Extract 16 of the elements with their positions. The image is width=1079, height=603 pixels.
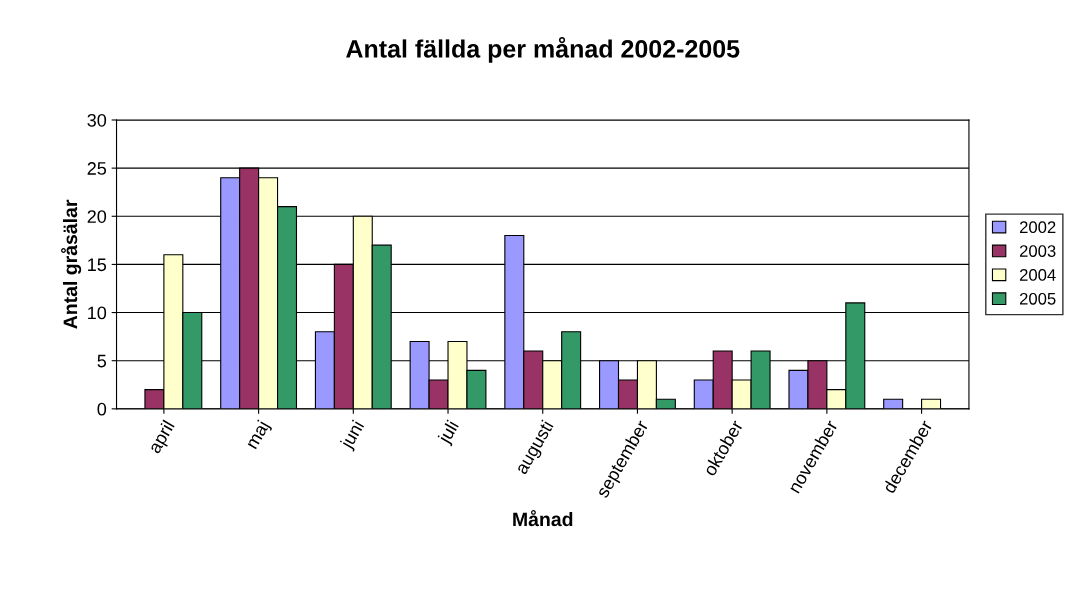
x-tick-label: maj	[244, 419, 273, 452]
y-tick-label: 30	[87, 113, 107, 127]
y-tick-label: 10	[88, 306, 107, 320]
y-axis-title: Antal gråsälar	[61, 199, 82, 329]
y-tick-label: 20	[87, 210, 107, 223]
legend-label: 2004	[1019, 269, 1056, 281]
y-tick-label: 0	[97, 402, 107, 416]
x-tick-label: juli	[436, 419, 462, 447]
legend-label: 2005	[1019, 292, 1056, 305]
x-axis-title: Månad	[513, 510, 573, 527]
y-tick-label: 5	[97, 354, 107, 368]
legend-label: 2002	[1019, 221, 1056, 234]
y-tick-label: 25	[87, 162, 107, 175]
chart-title: Antal fällda per månad 2002-2005	[346, 36, 740, 63]
legend-label: 2003	[1019, 245, 1056, 257]
y-tick-label: 15	[88, 258, 107, 272]
